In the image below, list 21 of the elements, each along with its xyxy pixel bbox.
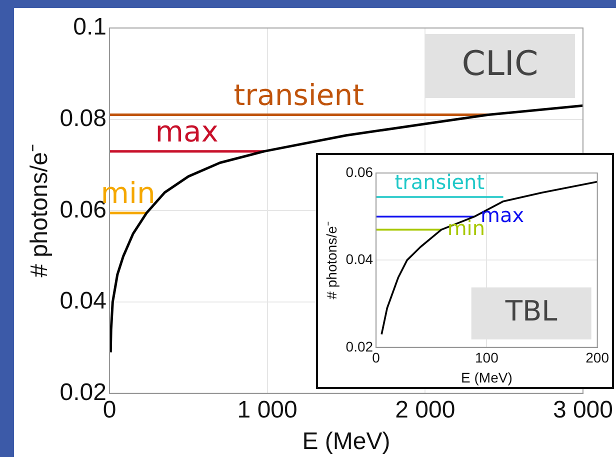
x-tick-label: 0 <box>372 350 380 366</box>
y-tick-label: 0.02 <box>346 338 374 354</box>
annotation: TBL <box>504 294 558 328</box>
series-label: transient <box>234 78 364 112</box>
x-tick-label: 3 000 <box>552 396 613 424</box>
x-tick-label: 1 000 <box>237 396 298 424</box>
y-tick-label: 0.04 <box>346 251 374 268</box>
y-axis-title: # photons/e⁻ <box>323 221 340 300</box>
series-label: transient <box>394 170 485 194</box>
x-axis-title: E (MeV) <box>461 369 512 386</box>
x-tick-label: 200 <box>586 350 610 366</box>
series-label: max <box>155 114 218 148</box>
x-tick-label: 100 <box>475 350 499 366</box>
annotation: CLIC <box>462 44 538 84</box>
y-axis-title: # photons/e⁻ <box>26 144 54 278</box>
x-axis-title: E (MeV) <box>302 428 390 456</box>
y-tick-label: 0.08 <box>60 104 107 132</box>
x-tick-label: 2 000 <box>395 396 456 424</box>
y-tick-label: 0.1 <box>73 14 107 41</box>
y-tick-label: 0.04 <box>60 288 107 315</box>
y-tick-label: 0.06 <box>346 164 374 180</box>
